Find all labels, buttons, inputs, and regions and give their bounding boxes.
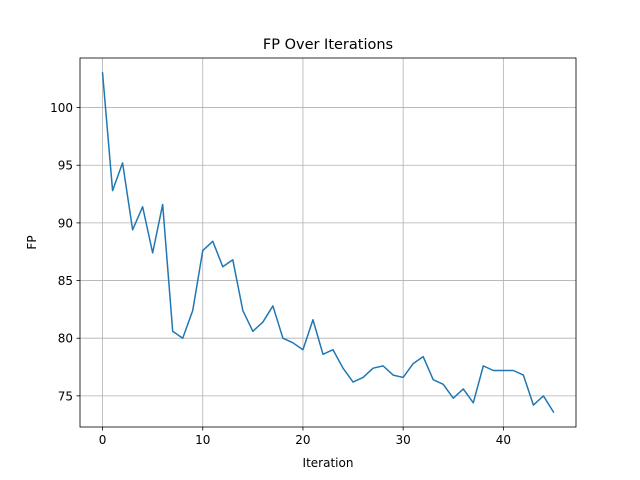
plot-frame — [79, 57, 577, 428]
x-axis-title: Iteration — [303, 456, 354, 470]
y-axis: 75 80 85 90 95 100 — [50, 101, 80, 403]
x-axis: 0 10 20 30 40 — [99, 427, 511, 447]
y-tick-label: 90 — [58, 216, 73, 230]
series-layer — [101, 72, 555, 414]
x-tick-label: 10 — [195, 433, 210, 447]
y-tick-label: 80 — [58, 332, 73, 346]
grid — [80, 58, 576, 427]
x-tick-label: 0 — [99, 433, 107, 447]
x-tick-label: 30 — [396, 433, 411, 447]
x-tick-label: 40 — [496, 433, 511, 447]
y-tick-label: 75 — [58, 389, 73, 403]
y-tick-label: 100 — [50, 101, 73, 115]
y-axis-title: FP — [25, 235, 39, 249]
y-tick-label: 85 — [58, 274, 73, 288]
chart-title: FP Over Iterations — [263, 37, 393, 53]
series-line — [101, 72, 555, 414]
x-tick-label: 20 — [295, 433, 310, 447]
y-tick-label: 95 — [58, 159, 73, 173]
